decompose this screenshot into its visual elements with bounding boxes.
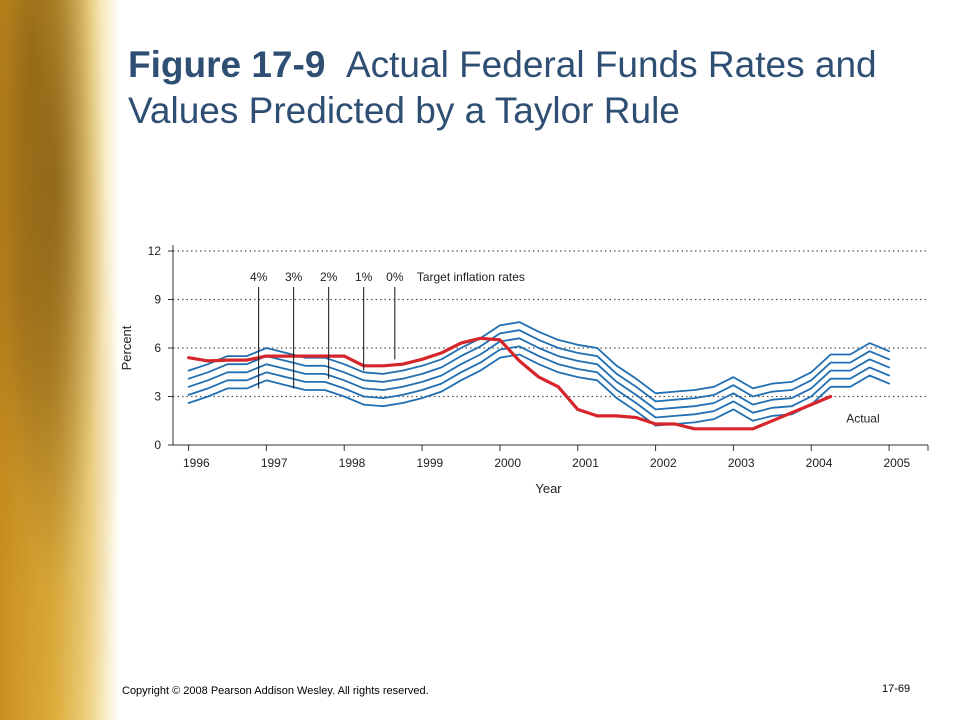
x-tick-label: 1998 <box>339 456 366 470</box>
series-lines <box>187 321 890 431</box>
target-rate-label: 0% <box>386 270 404 284</box>
target-rate-label: 3% <box>285 270 303 284</box>
target-rate-label: 2% <box>320 270 338 284</box>
axes: 0 3 6 9 12 1996 1997 1998 1999 2000 2001 2002 2003 20… <box>119 244 929 496</box>
decorative-sidebar-image <box>0 0 120 720</box>
x-tick-label: 2005 <box>884 456 911 470</box>
copyright-notice: Copyright © 2008 Pearson Addison Wesley.… <box>122 685 429 697</box>
figure-number: Figure 17-9 <box>128 44 326 85</box>
y-axis-label: Percent <box>119 325 134 370</box>
series-line-taylor-4pct <box>187 353 890 427</box>
x-tick-label: 1997 <box>261 456 288 470</box>
y-tick-label: 6 <box>154 341 161 355</box>
target-rate-label: 4% <box>250 270 268 284</box>
series-line-actual <box>187 336 833 431</box>
x-tick-label: 1999 <box>417 456 444 470</box>
series-line-taylor-1pct <box>187 329 890 403</box>
y-tick-label: 12 <box>148 244 162 258</box>
x-tick-label: 2003 <box>728 456 755 470</box>
series-line-taylor-3pct <box>187 345 890 419</box>
figure-title: Actual Federal Funds Rates and Values Pr… <box>128 44 877 131</box>
x-tick-label: 2000 <box>494 456 521 470</box>
x-tick-label: 1996 <box>183 456 210 470</box>
x-tick-label: 2004 <box>806 456 833 470</box>
y-tick-label: 3 <box>154 390 161 404</box>
annotations: 4% 3% 2% 1% 0% Target inflation rates Actual <box>250 270 880 425</box>
actual-series-label: Actual <box>846 411 879 425</box>
target-inflation-caption: Target inflation rates <box>417 270 525 284</box>
x-tick-label: 2001 <box>572 456 599 470</box>
x-tick-label: 2002 <box>650 456 677 470</box>
series-line-taylor-2pct <box>187 337 890 411</box>
slide-title: Figure 17-9 Actual Federal Funds Rates a… <box>128 42 938 134</box>
y-tick-label: 0 <box>154 438 161 452</box>
target-rate-label: 1% <box>355 270 373 284</box>
page-number: 17-69 <box>882 683 911 695</box>
y-tick-label: 9 <box>154 293 161 307</box>
x-axis-label: Year <box>535 481 562 496</box>
